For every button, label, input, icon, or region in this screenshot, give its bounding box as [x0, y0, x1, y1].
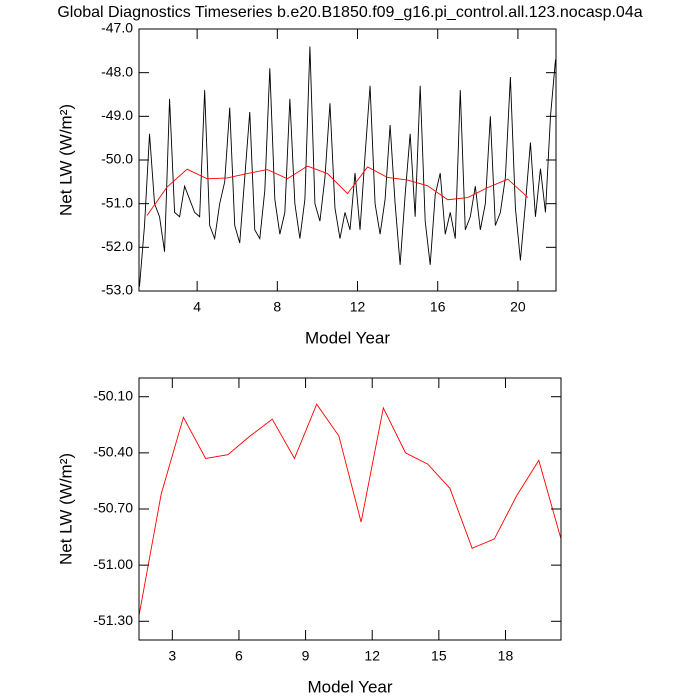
y-tick-label: -52.0 — [101, 238, 133, 254]
y-tick-label: -51.30 — [93, 612, 133, 628]
data-line — [146, 165, 529, 216]
plot-frame — [138, 377, 562, 641]
x-tick-label: 3 — [168, 648, 176, 664]
y-axis-label: Net LW (W/m²) — [56, 453, 75, 565]
x-tick-label: 12 — [364, 648, 380, 664]
y-tick-label: -48.0 — [101, 63, 133, 79]
x-tick-label: 4 — [193, 299, 201, 315]
data-line — [138, 403, 562, 616]
y-tick-label: -47.0 — [101, 20, 133, 36]
x-axis-label: Model Year — [307, 677, 392, 696]
y-tick-label: -53.0 — [101, 282, 133, 298]
y-tick-label: -51.00 — [93, 556, 133, 572]
x-tick-label: 20 — [510, 299, 526, 315]
x-tick-label: 9 — [302, 648, 310, 664]
x-tick-label: 8 — [273, 299, 281, 315]
y-tick-label: -50.40 — [93, 444, 133, 460]
data-line — [139, 46, 556, 287]
x-tick-label: 16 — [430, 299, 446, 315]
y-tick-label: -50.0 — [101, 151, 133, 167]
x-axis-label: Model Year — [305, 328, 390, 347]
x-tick-label: 6 — [235, 648, 243, 664]
y-tick-label: -50.70 — [93, 500, 133, 516]
y-tick-label: -50.10 — [93, 387, 133, 403]
y-tick-label: -51.0 — [101, 194, 133, 210]
chart-title: Global Diagnostics Timeseries b.e20.B185… — [57, 4, 642, 21]
x-tick-label: 12 — [350, 299, 366, 315]
x-tick-label: 18 — [498, 648, 514, 664]
y-tick-label: -49.0 — [101, 107, 133, 123]
x-tick-label: 15 — [431, 648, 447, 664]
y-axis-label: Net LW (W/m²) — [56, 104, 75, 216]
